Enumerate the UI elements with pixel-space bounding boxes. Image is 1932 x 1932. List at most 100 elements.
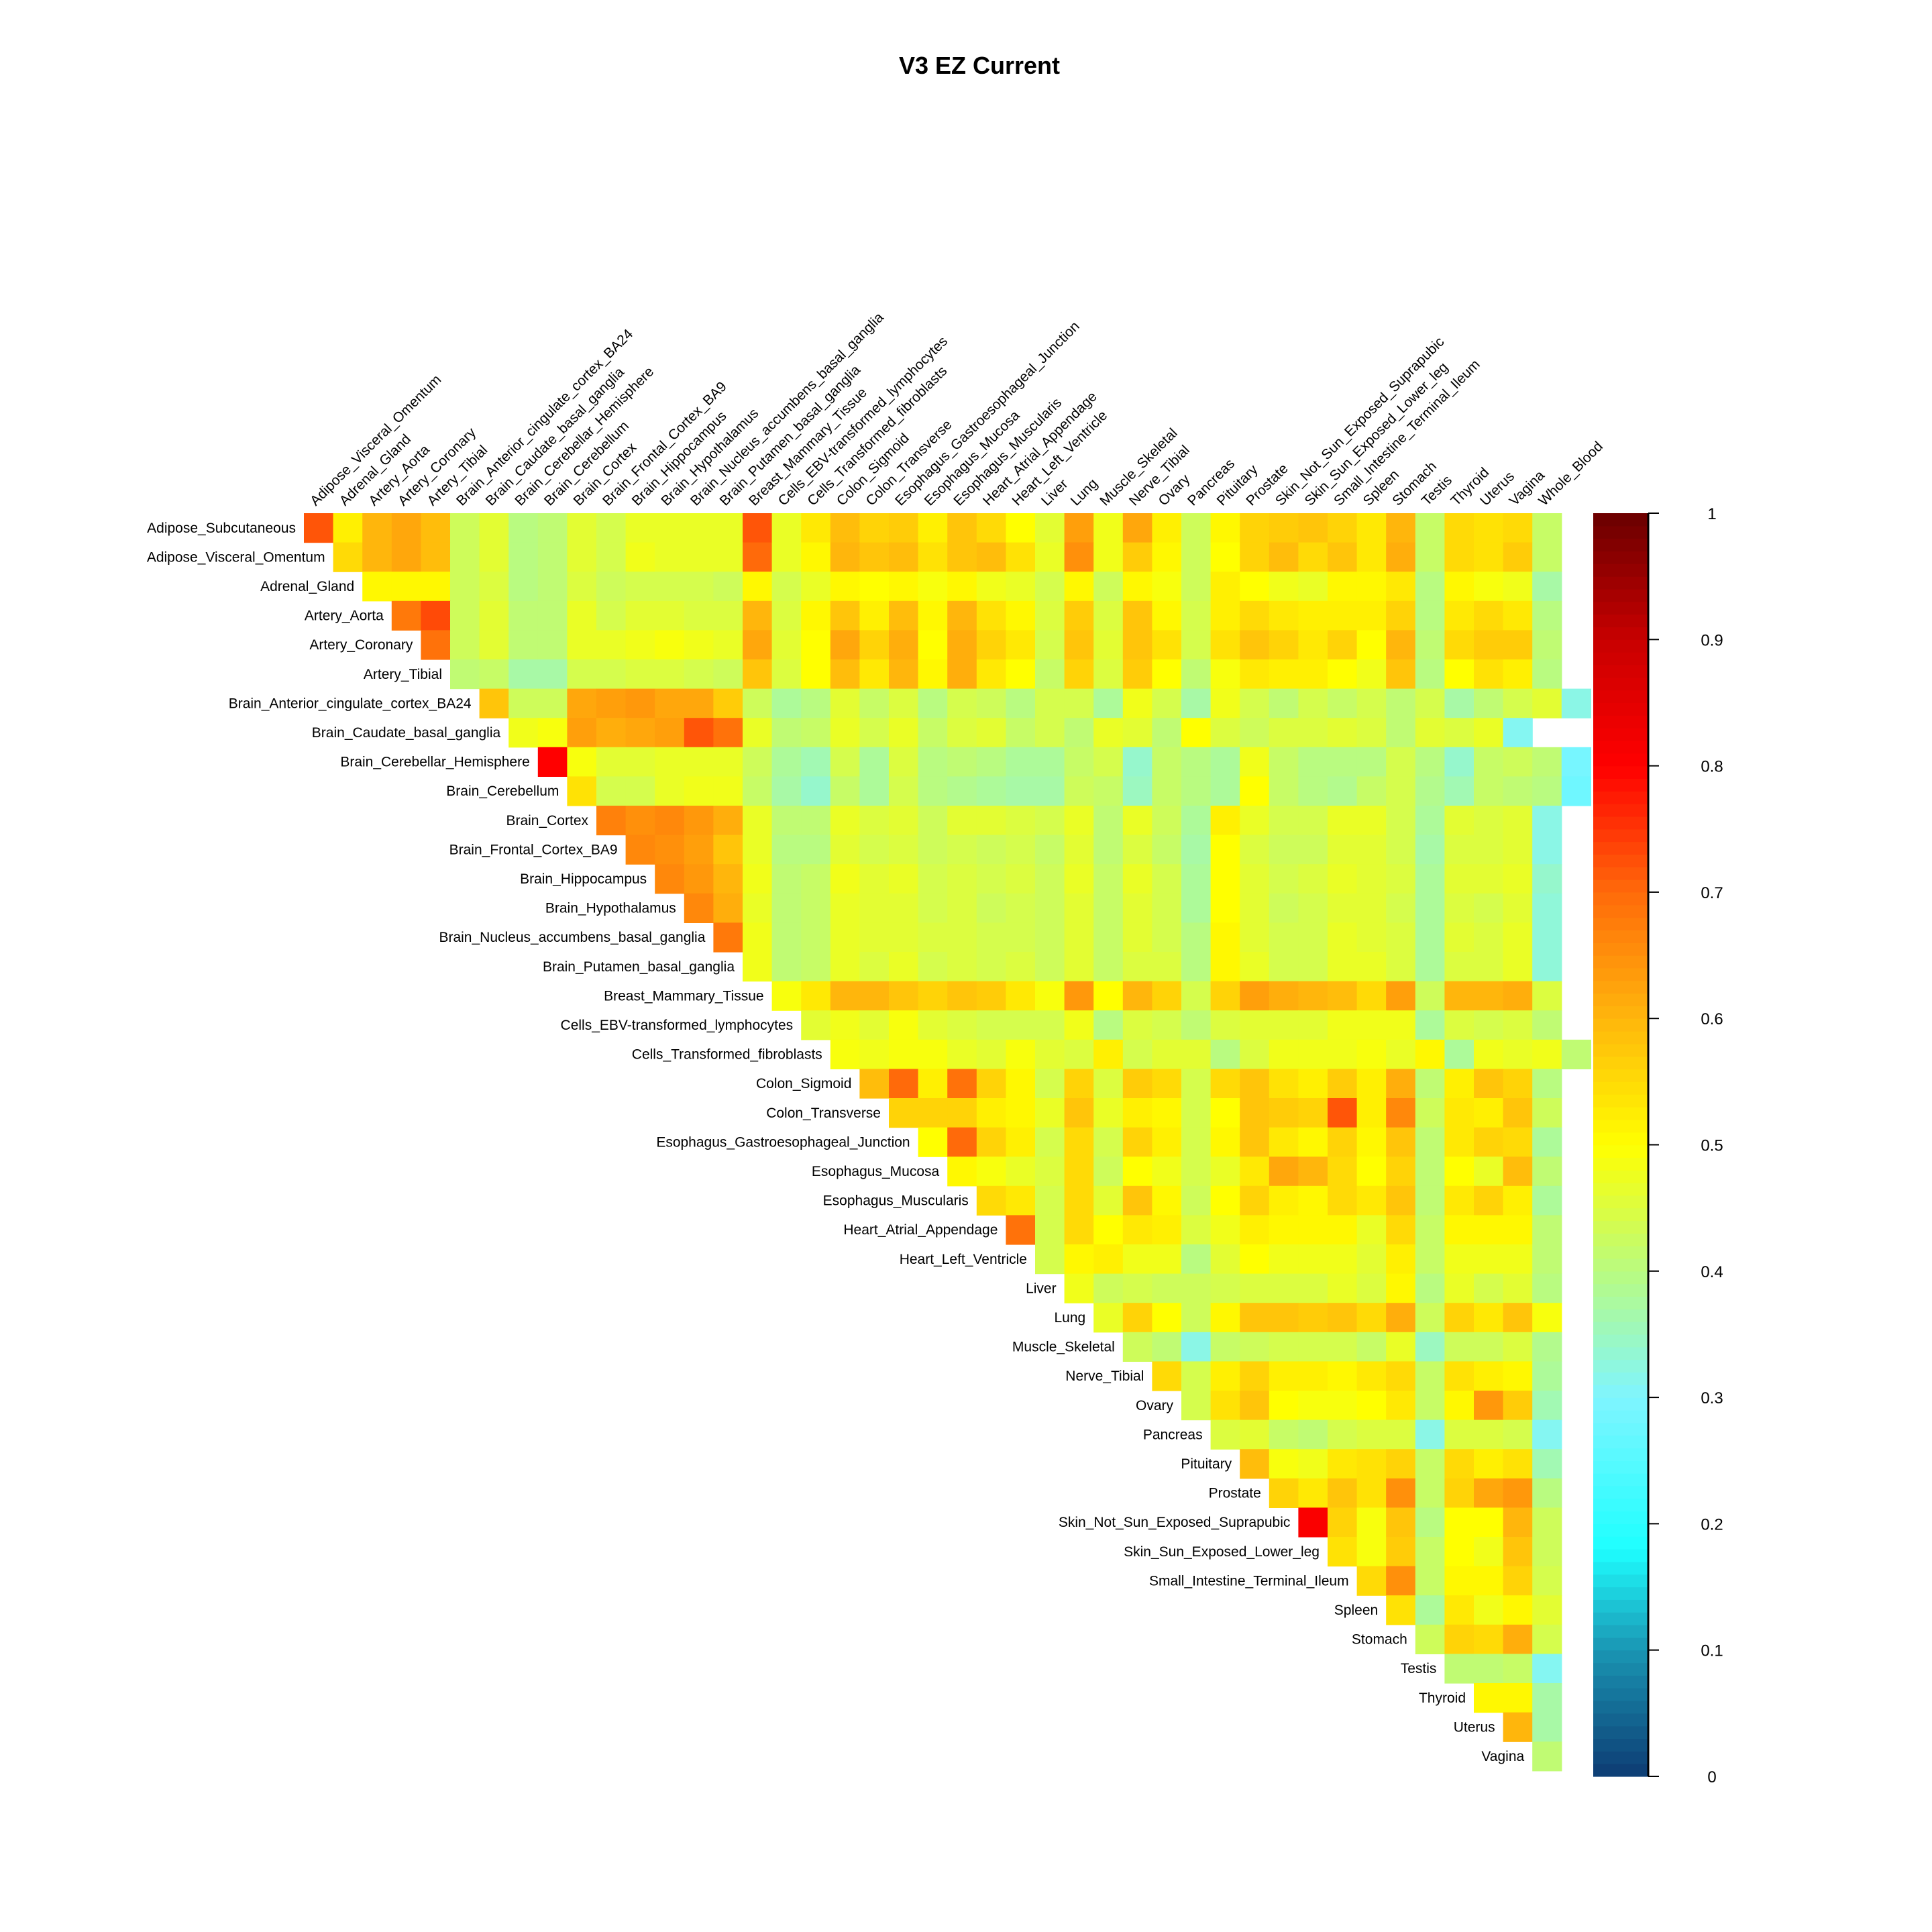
heatmap-cell xyxy=(1415,718,1445,748)
heatmap-cell xyxy=(1006,659,1036,690)
heatmap-cell xyxy=(1064,1185,1094,1216)
heatmap-cell xyxy=(625,572,655,602)
heatmap-cell xyxy=(1503,1478,1533,1508)
heatmap-cell xyxy=(1415,1010,1445,1040)
heatmap-cell xyxy=(655,630,685,660)
heatmap-cell xyxy=(1415,835,1445,865)
heatmap-cell xyxy=(976,1069,1006,1099)
heatmap-cell xyxy=(508,688,539,718)
heatmap-cell xyxy=(1298,1449,1328,1479)
row-label: Prostate xyxy=(1209,1486,1261,1501)
heatmap-cell xyxy=(830,659,860,690)
heatmap-cell xyxy=(743,864,773,894)
heatmap-cell xyxy=(947,659,977,690)
heatmap-cell xyxy=(859,1069,890,1099)
heatmap-cell xyxy=(333,542,363,572)
heatmap-cell xyxy=(537,659,568,690)
heatmap-cell xyxy=(1006,572,1036,602)
colorbar-swatch xyxy=(1593,652,1648,665)
heatmap-cell xyxy=(1474,1361,1504,1391)
heatmap-cell xyxy=(1415,630,1445,660)
heatmap-cell xyxy=(655,747,685,777)
heatmap-cell xyxy=(684,659,714,690)
heatmap-cell xyxy=(1093,835,1124,865)
colorbar-swatch xyxy=(1593,614,1648,628)
heatmap-cell xyxy=(918,718,948,748)
heatmap-cell xyxy=(918,747,948,777)
heatmap-cell xyxy=(1181,922,1212,953)
heatmap-cell xyxy=(976,572,1006,602)
row-label: Esophagus_Muscularis xyxy=(823,1193,969,1209)
heatmap-cell xyxy=(830,1010,860,1040)
row-label: Colon_Transverse xyxy=(766,1106,881,1121)
heatmap-cell xyxy=(889,600,919,631)
heatmap-cell xyxy=(801,572,831,602)
heatmap-cell xyxy=(479,659,509,690)
heatmap-cell xyxy=(1503,835,1533,865)
heatmap-cell xyxy=(1386,688,1416,718)
heatmap-cell xyxy=(1181,1157,1212,1187)
heatmap-cell xyxy=(1532,1449,1562,1479)
heatmap-cell xyxy=(1269,1478,1299,1508)
heatmap-cell xyxy=(743,542,773,572)
heatmap-cell xyxy=(625,835,655,865)
heatmap-cell xyxy=(1269,981,1299,1011)
heatmap-cell xyxy=(1210,1098,1240,1128)
heatmap-cell xyxy=(1035,1185,1065,1216)
heatmap-cell xyxy=(889,630,919,660)
heatmap-cell xyxy=(1474,1683,1504,1713)
row-label: Pituitary xyxy=(1181,1456,1232,1472)
heatmap-cell xyxy=(1240,952,1270,982)
heatmap-cell xyxy=(1006,864,1036,894)
heatmap-cell xyxy=(1093,1069,1124,1099)
heatmap-cell xyxy=(1064,776,1094,806)
heatmap-cell xyxy=(976,600,1006,631)
heatmap-cell xyxy=(1328,630,1358,660)
heatmap-cell xyxy=(830,630,860,660)
heatmap-cell xyxy=(1152,659,1182,690)
heatmap-cell xyxy=(1093,600,1124,631)
heatmap-cell xyxy=(1269,893,1299,923)
heatmap-cell xyxy=(1328,952,1358,982)
heatmap-cell xyxy=(1006,718,1036,748)
heatmap-cell xyxy=(1503,747,1533,777)
heatmap-cell xyxy=(1503,1683,1533,1713)
heatmap-cell xyxy=(1210,572,1240,602)
heatmap-cell xyxy=(655,513,685,543)
heatmap-cell xyxy=(1415,1185,1445,1216)
heatmap-cell xyxy=(596,572,627,602)
heatmap-cell xyxy=(1210,747,1240,777)
colorbar-swatch xyxy=(1593,1713,1648,1727)
heatmap-cell xyxy=(1444,1215,1474,1245)
colorbar-swatch xyxy=(1593,778,1648,792)
heatmap-cell xyxy=(1152,835,1182,865)
heatmap-cell xyxy=(1093,1244,1124,1275)
colorbar-swatch xyxy=(1593,1725,1648,1739)
heatmap-cell xyxy=(1210,1419,1240,1450)
heatmap-cell xyxy=(684,806,714,836)
heatmap-cell xyxy=(801,718,831,748)
heatmap-cell xyxy=(479,513,509,543)
heatmap-cell xyxy=(1269,1449,1299,1479)
heatmap-cell xyxy=(1386,513,1416,543)
heatmap-cell xyxy=(1210,1273,1240,1303)
heatmap-cell xyxy=(1503,1273,1533,1303)
heatmap-cell xyxy=(830,776,860,806)
heatmap-cell xyxy=(1035,542,1065,572)
heatmap-cell xyxy=(684,572,714,602)
heatmap-cell xyxy=(1356,572,1387,602)
heatmap-cell xyxy=(1269,806,1299,836)
heatmap-cell xyxy=(1386,1449,1416,1479)
heatmap-cell xyxy=(1064,835,1094,865)
heatmap-cell xyxy=(1474,572,1504,602)
heatmap-cell xyxy=(1035,981,1065,1011)
heatmap-cell xyxy=(1386,1215,1416,1245)
heatmap-cell xyxy=(1240,1215,1270,1245)
row-label: Liver xyxy=(1026,1281,1057,1296)
colorbar-swatch xyxy=(1593,1612,1648,1625)
heatmap-cell xyxy=(1298,1039,1328,1069)
heatmap-cell xyxy=(1093,1039,1124,1069)
heatmap-cell xyxy=(1064,1010,1094,1040)
colorbar-swatch xyxy=(1593,525,1648,539)
heatmap-cell xyxy=(596,747,627,777)
